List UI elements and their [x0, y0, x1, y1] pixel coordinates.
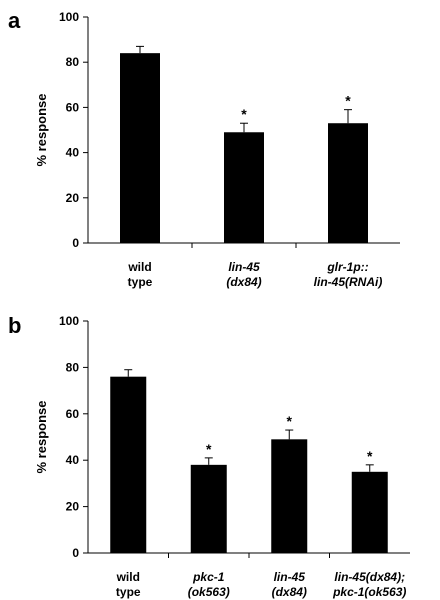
y-tick-label: 100	[59, 314, 79, 328]
significance-star: *	[241, 106, 247, 122]
y-axis-label: % response	[34, 94, 49, 167]
significance-star: *	[345, 93, 351, 109]
y-tick-label: 40	[66, 453, 80, 467]
category-label: lin-45	[274, 570, 306, 584]
y-tick-label: 80	[66, 360, 80, 374]
category-label: pkc-1(ok563)	[332, 585, 406, 599]
category-label: (ok563)	[188, 585, 230, 599]
category-label: lin-45(RNAi)	[314, 275, 383, 289]
bar	[271, 439, 308, 553]
category-label: type	[128, 275, 153, 289]
y-tick-label: 40	[66, 146, 80, 160]
bar	[224, 132, 264, 243]
category-label: (dx84)	[272, 585, 307, 599]
panel-label: a	[8, 8, 21, 33]
bar	[190, 464, 227, 553]
category-label: (dx84)	[226, 275, 261, 289]
bar	[351, 471, 388, 553]
category-label: glr-1p::	[326, 260, 368, 274]
significance-star: *	[206, 441, 212, 457]
y-tick-label: 20	[66, 191, 80, 205]
bar	[328, 123, 368, 243]
y-tick-label: 60	[66, 407, 80, 421]
y-tick-label: 0	[72, 546, 79, 560]
category-label: lin-45	[228, 260, 260, 274]
bar	[110, 376, 147, 553]
y-tick-label: 100	[59, 10, 79, 24]
bar	[120, 53, 160, 243]
significance-star: *	[287, 413, 293, 429]
panel-label: b	[8, 313, 21, 338]
significance-star: *	[367, 448, 373, 464]
category-label: pkc-1	[192, 570, 225, 584]
y-tick-label: 0	[72, 236, 79, 250]
y-tick-label: 80	[66, 55, 80, 69]
y-tick-label: 60	[66, 100, 80, 114]
category-label: lin-45(dx84);	[334, 570, 405, 584]
category-label: wild	[127, 260, 151, 274]
category-label: wild	[116, 570, 140, 584]
y-axis-label: % response	[34, 401, 49, 474]
category-label: type	[116, 585, 141, 599]
y-tick-label: 20	[66, 500, 80, 514]
